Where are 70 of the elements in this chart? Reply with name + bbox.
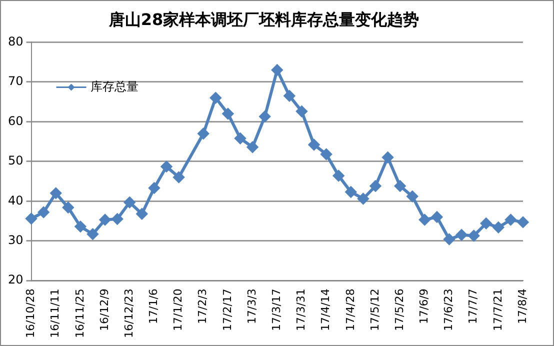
point: [100, 214, 111, 226]
point: [198, 128, 209, 140]
point: [38, 206, 50, 218]
x-tick-label: 17/6/9: [418, 288, 431, 324]
point: [505, 214, 516, 226]
x-tick-label: 17/7/21: [491, 288, 504, 332]
x-tick-label: 16/10/28: [24, 288, 38, 338]
x-tick-label: 17/2/17: [220, 288, 234, 332]
x-tick-label: 17/4/28: [344, 288, 357, 332]
point: [358, 193, 369, 204]
point: [456, 229, 468, 240]
point: [136, 208, 148, 220]
point: [333, 170, 344, 182]
x-tick-label: 17/3/31: [294, 288, 308, 332]
point: [112, 214, 123, 225]
point: [468, 230, 480, 242]
point: [308, 139, 320, 150]
point: [87, 228, 98, 240]
point: [259, 111, 270, 122]
y-tick-label: 60: [8, 114, 24, 128]
x-tick-label: 17/6/23: [442, 288, 456, 332]
point: [345, 186, 356, 198]
y-tick-label: 50: [8, 154, 24, 168]
y-tick-label: 30: [8, 232, 24, 247]
point: [444, 234, 455, 245]
point: [124, 196, 136, 208]
point: [247, 142, 258, 153]
point: [431, 212, 442, 223]
x-tick-label: 17/5/12: [368, 288, 382, 332]
x-tick-label: 16/11/11: [48, 288, 62, 338]
x-tick-label: 16/12/9: [98, 288, 111, 332]
x-tick-label: 17/5/26: [392, 288, 406, 332]
legend-label: 库存总量: [90, 79, 138, 94]
y-tick-label: 80: [8, 34, 24, 48]
x-tick-label: 17/4/14: [319, 288, 332, 332]
point: [284, 90, 295, 102]
x-tick-label: 17/3/17: [270, 288, 283, 332]
x-tick-label: 17/1/6: [147, 288, 160, 324]
x-tick-label: 16/11/25: [73, 288, 86, 338]
point: [50, 188, 62, 199]
x-tick-label: 16/12/23: [122, 288, 136, 338]
point: [160, 161, 172, 172]
point: [173, 172, 184, 183]
point: [492, 222, 504, 233]
chart-title: 唐山28家样本调坯厂坯料库存总量变化趋势: [108, 10, 420, 29]
y-tick-label: 70: [8, 74, 24, 88]
point: [26, 213, 37, 224]
point: [419, 214, 430, 226]
x-tick-label: 17/3/3: [245, 288, 258, 324]
point: [148, 182, 160, 194]
point: [394, 180, 406, 192]
point: [210, 92, 222, 104]
point: [370, 180, 381, 192]
point: [320, 148, 332, 160]
y-tick-label: 40: [8, 193, 24, 208]
point: [62, 202, 74, 213]
x-tick-label: 17/7/7: [466, 288, 480, 324]
x-tick-label: 17/1/20: [172, 288, 185, 332]
x-tick-label: 17/8/4: [516, 288, 529, 324]
point: [382, 152, 394, 163]
x-tick-label: 17/2/3: [196, 288, 210, 324]
point: [272, 64, 283, 76]
point: [74, 221, 86, 232]
point: [296, 106, 308, 117]
point: [234, 132, 246, 144]
point: [222, 108, 234, 120]
point: [406, 190, 418, 202]
y-tick-label: 20: [8, 272, 24, 287]
point: [518, 216, 528, 228]
point: [480, 218, 492, 229]
